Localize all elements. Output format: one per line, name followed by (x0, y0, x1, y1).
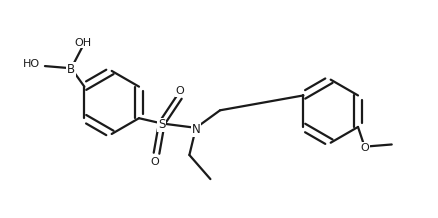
Text: OH: OH (74, 37, 92, 48)
Text: O: O (150, 157, 159, 167)
Text: S: S (158, 118, 166, 131)
Text: N: N (191, 123, 200, 136)
Text: B: B (67, 63, 75, 76)
Text: O: O (360, 143, 369, 153)
Text: O: O (176, 86, 184, 96)
Text: HO: HO (23, 59, 40, 69)
